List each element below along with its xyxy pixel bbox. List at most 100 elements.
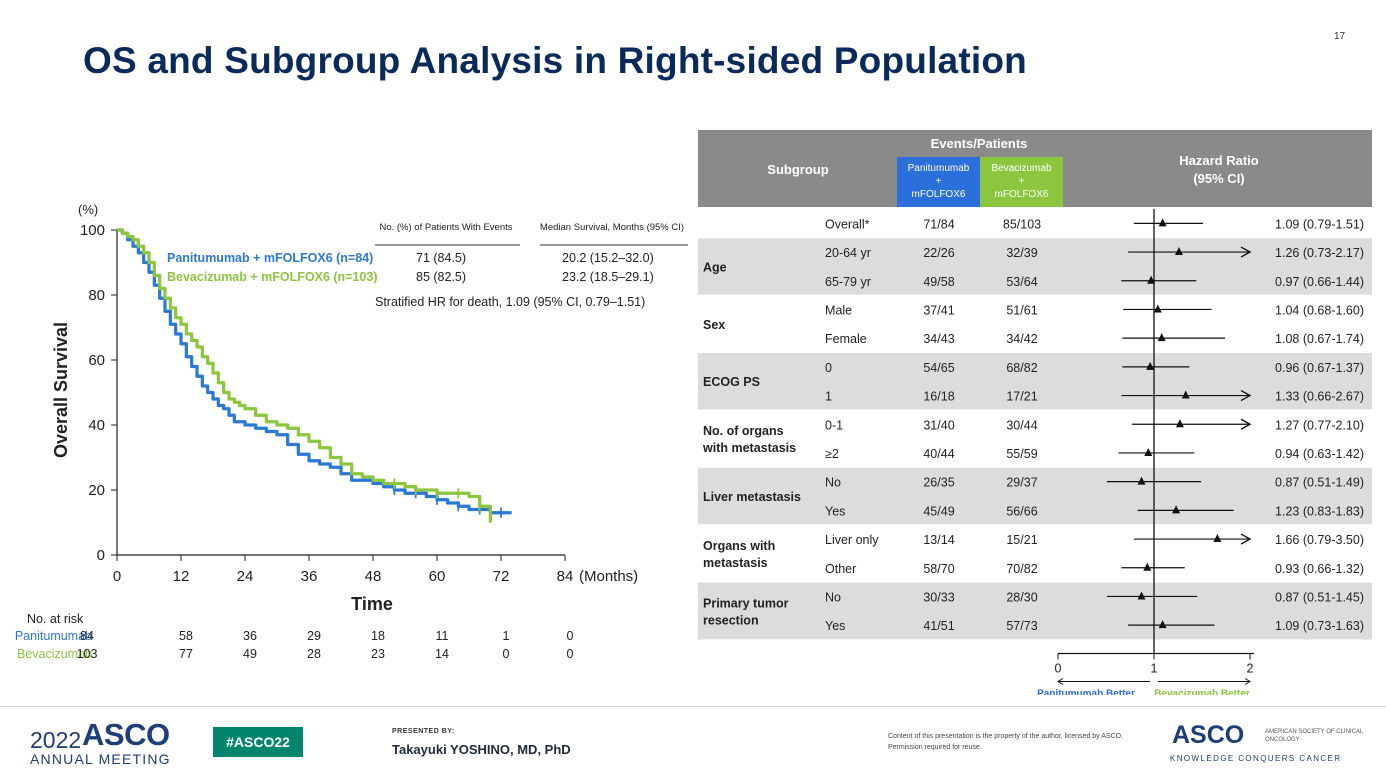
hazard-ratio-text: Stratified HR for death, 1.09 (95% CI, 0…: [375, 295, 645, 309]
risk-value: 77: [179, 647, 193, 661]
pan-events: 45/49: [923, 504, 954, 518]
group-label: ECOG PS: [703, 375, 760, 389]
pan-events: 13/14: [923, 533, 954, 547]
hr-point: [1157, 333, 1166, 342]
group-label: Age: [703, 260, 727, 274]
subgroup-level: Liver only: [825, 533, 879, 547]
bev-header-text: +: [1019, 176, 1025, 187]
hr-ci-text: 1.27 (0.77-2.10): [1275, 418, 1364, 432]
pan-events: 41/51: [923, 619, 954, 633]
hr-point: [1153, 304, 1162, 313]
hr-axis-tick-label: 1: [1151, 662, 1158, 676]
subgroup-level: 1: [825, 390, 832, 404]
bev-events: 30/44: [1006, 418, 1037, 432]
hr-ci-text: 1.09 (0.73-1.63): [1275, 619, 1364, 633]
subgroup-level: No: [825, 476, 841, 490]
asco-tagline: KNOWLEDGE CONQUERS CANCER: [1170, 754, 1342, 763]
bev-events: 85/103: [1003, 217, 1041, 231]
pan-events: 37/41: [923, 303, 954, 317]
group-label: Organs with: [703, 539, 775, 553]
bev-events: 55/59: [1006, 447, 1037, 461]
hr-axis-tick-label: 0: [1055, 662, 1062, 676]
bev-events: 17/21: [1006, 390, 1037, 404]
group-label: Liver metastasis: [703, 490, 801, 504]
asco-logo: ASCO: [82, 717, 170, 752]
risk-value: 1: [503, 629, 510, 643]
subgroup-level: 0-1: [825, 418, 843, 432]
slide-footer: 2022 ASCO ANNUAL MEETING #ASCO22 PRESENT…: [0, 706, 1386, 781]
bev-events: 34/42: [1006, 332, 1037, 346]
bev-events: 15/21: [1006, 533, 1037, 547]
subgroup-level: Yes: [825, 619, 845, 633]
x-tick-label: 48: [365, 568, 382, 585]
annual-meeting-label: ANNUAL MEETING: [30, 751, 171, 767]
hr-ci-text: 1.09 (0.79-1.51): [1275, 217, 1364, 231]
events-col-header: No. (%) of Patients With Events: [379, 222, 512, 233]
x-tick-label: 24: [237, 568, 254, 585]
risk-label-pan: Panitumumab: [15, 629, 92, 643]
slide-title: OS and Subgroup Analysis in Right-sided …: [83, 40, 1027, 81]
presented-by-label: PRESENTED BY:: [392, 728, 455, 735]
risk-value: 23: [371, 647, 385, 661]
subgroup-level: Yes: [825, 504, 845, 518]
pan-events: 34/43: [923, 332, 954, 346]
risk-value: 11: [436, 629, 449, 643]
pan-events: 54/65: [923, 361, 954, 375]
hr-ci-text: 0.96 (0.67-1.37): [1275, 361, 1364, 375]
ci-arrow: [1240, 389, 1252, 402]
hr-ci-text: 1.04 (0.68-1.60): [1275, 303, 1364, 317]
hr-point: [1175, 419, 1184, 428]
risk-label-bev: Bevacizumab: [17, 647, 92, 661]
bev-events: 56/66: [1006, 504, 1037, 518]
median-col-header: Median Survival, Months (95% CI): [540, 222, 684, 233]
pan-header-text: mFOLFOX6: [912, 189, 966, 200]
subgroup-level: No: [825, 590, 841, 604]
hr-ci-text: 0.87 (0.51-1.49): [1275, 476, 1364, 490]
hr-ci-text: 1.08 (0.67-1.74): [1275, 332, 1364, 346]
x-tick-label: 36: [301, 568, 318, 585]
subgroup-level: Female: [825, 332, 867, 346]
group-label: metastasis: [703, 556, 768, 570]
bev-header-text: Bevacizumab: [991, 163, 1051, 174]
bev-events: 32/39: [1006, 246, 1037, 260]
pan-events: 30/33: [923, 590, 954, 604]
pan-header-text: +: [936, 176, 942, 187]
bev-events: 57/73: [1006, 619, 1037, 633]
pan-header-text: Panitumumab: [908, 163, 970, 174]
risk-value: 18: [371, 629, 385, 643]
hr-point: [1146, 361, 1155, 370]
pan-events: 71/84: [923, 217, 954, 231]
hashtag-badge: #ASCO22: [213, 727, 303, 757]
hr-ci-text: 0.93 (0.66-1.32): [1275, 562, 1364, 576]
group-label: No. of organs: [703, 424, 784, 438]
bev-events: 51/61: [1006, 303, 1037, 317]
risk-value: 103: [77, 647, 98, 661]
y-tick-label: 40: [88, 417, 105, 434]
subgroup-header: Subgroup: [767, 162, 828, 177]
pan-events: 40/44: [923, 447, 954, 461]
risk-value: 14: [435, 647, 449, 661]
left-arrowhead: [1057, 678, 1064, 685]
forest-plot: Subgroup Events/Patients Panitumumab + mFOLF…: [698, 130, 1372, 695]
page-number: 17: [1334, 31, 1346, 42]
group-band: [698, 582, 1372, 640]
pan-header-cell: [897, 157, 980, 207]
subgroup-level: ≥2: [825, 447, 839, 461]
hr-ci-text: 0.87 (0.51-1.45): [1275, 590, 1364, 604]
group-label: Sex: [703, 318, 725, 332]
pan-events: 16/18: [923, 390, 954, 404]
risk-value: 28: [307, 647, 321, 661]
ci-arrow: [1240, 533, 1252, 545]
bev-header-cell: [980, 157, 1063, 207]
bev-events: 29/37: [1006, 476, 1037, 490]
presenter-name: Takayuki YOSHINO, MD, PhD: [392, 742, 571, 757]
subgroup-level: Overall*: [825, 217, 870, 231]
risk-value: 49: [243, 647, 257, 661]
bev-header-text: mFOLFOX6: [995, 189, 1049, 200]
x-axis-title: Time: [351, 594, 393, 614]
hr-point: [1137, 476, 1146, 485]
group-label: resection: [703, 613, 759, 627]
hr-point: [1174, 247, 1183, 256]
y-unit-label: (%): [78, 202, 98, 217]
